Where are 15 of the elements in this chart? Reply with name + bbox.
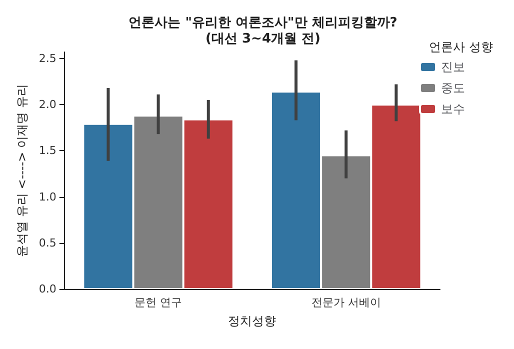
y-tick-label: 0.5 bbox=[38, 236, 56, 250]
y-tick-label: 1.0 bbox=[38, 190, 56, 204]
legend-label: 중도 bbox=[441, 81, 465, 95]
y-tick-label: 0.0 bbox=[38, 282, 56, 296]
y-tick-label: 1.5 bbox=[38, 144, 56, 158]
y-axis-title: 윤석열 유리 <----> 이재명 유리 bbox=[15, 84, 29, 257]
legend-label: 진보 bbox=[441, 60, 465, 74]
legend-title: 언론사 성향 bbox=[429, 40, 494, 54]
x-tick-label: 전문가 서베이 bbox=[311, 296, 381, 309]
y-tick-label: 2.0 bbox=[38, 98, 56, 112]
legend-label: 보수 bbox=[441, 102, 465, 116]
x-tick-label: 문헌 연구 bbox=[134, 296, 182, 309]
x-axis-title: 정치성향 bbox=[228, 314, 276, 328]
chart-title: 언론사는 "유리한 여론조사"만 체리피킹할까? (대선 3~4개월 전) bbox=[128, 16, 398, 46]
y-tick-label: 2.5 bbox=[38, 52, 56, 65]
